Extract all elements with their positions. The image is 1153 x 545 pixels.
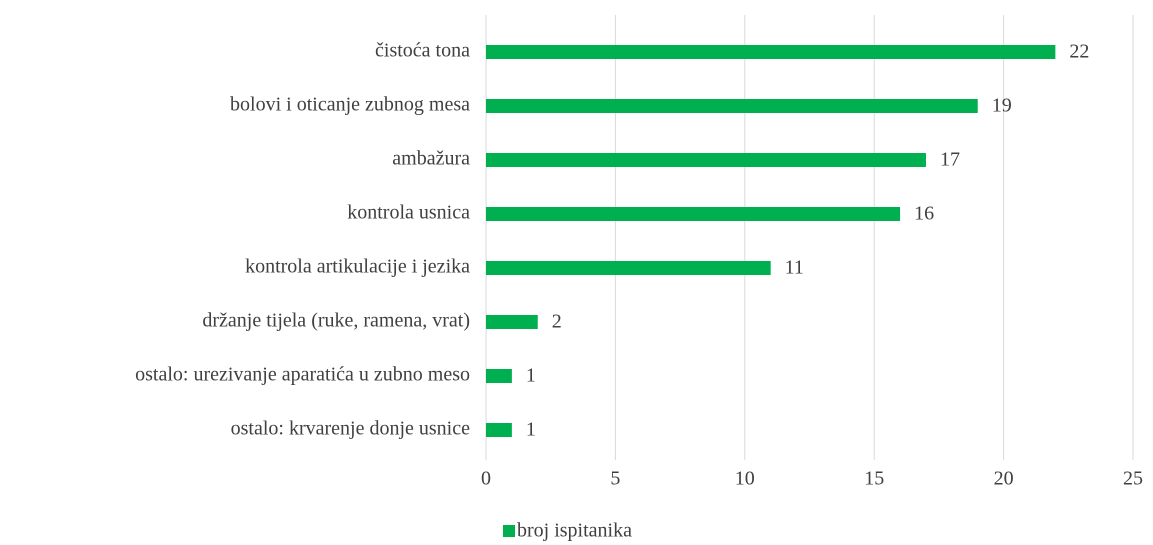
y-tick-label: bolovi i oticanje zubnog mesa [230,94,470,116]
data-label: 1 [526,419,536,441]
data-label: 16 [914,203,934,225]
legend-label: broj ispitanika [517,520,632,542]
bar [486,153,926,167]
x-tick-label: 10 [735,468,755,490]
y-tick-label: kontrola usnica [347,202,470,224]
y-tick-label: ostalo: krvarenje donje usnice [231,418,470,440]
bar [486,99,978,113]
bar [486,207,901,221]
bar [486,315,538,329]
x-tick-label: 0 [481,468,491,490]
data-label: 1 [526,365,536,387]
x-tick-label: 25 [1123,468,1143,490]
y-tick-label: čistoća tona [375,40,470,62]
data-label: 19 [992,95,1012,117]
data-label: 17 [940,149,960,171]
y-tick-label: ambažura [392,148,470,170]
bar [486,261,771,275]
x-tick-label: 15 [864,468,884,490]
bar [486,369,512,383]
y-tick-label: držanje tijela (ruke, ramena, vrat) [202,310,470,332]
y-tick-label: ostalo: urezivanje aparatića u zubno mes… [135,364,470,386]
legend-swatch [503,525,515,537]
data-label: 11 [785,257,804,279]
y-tick-label: kontrola artikulacije i jezika [245,256,470,278]
data-label: 22 [1069,41,1089,63]
x-tick-label: 5 [610,468,620,490]
bar [486,423,512,437]
bar [486,45,1056,59]
x-tick-label: 20 [994,468,1014,490]
data-label: 2 [552,311,562,333]
